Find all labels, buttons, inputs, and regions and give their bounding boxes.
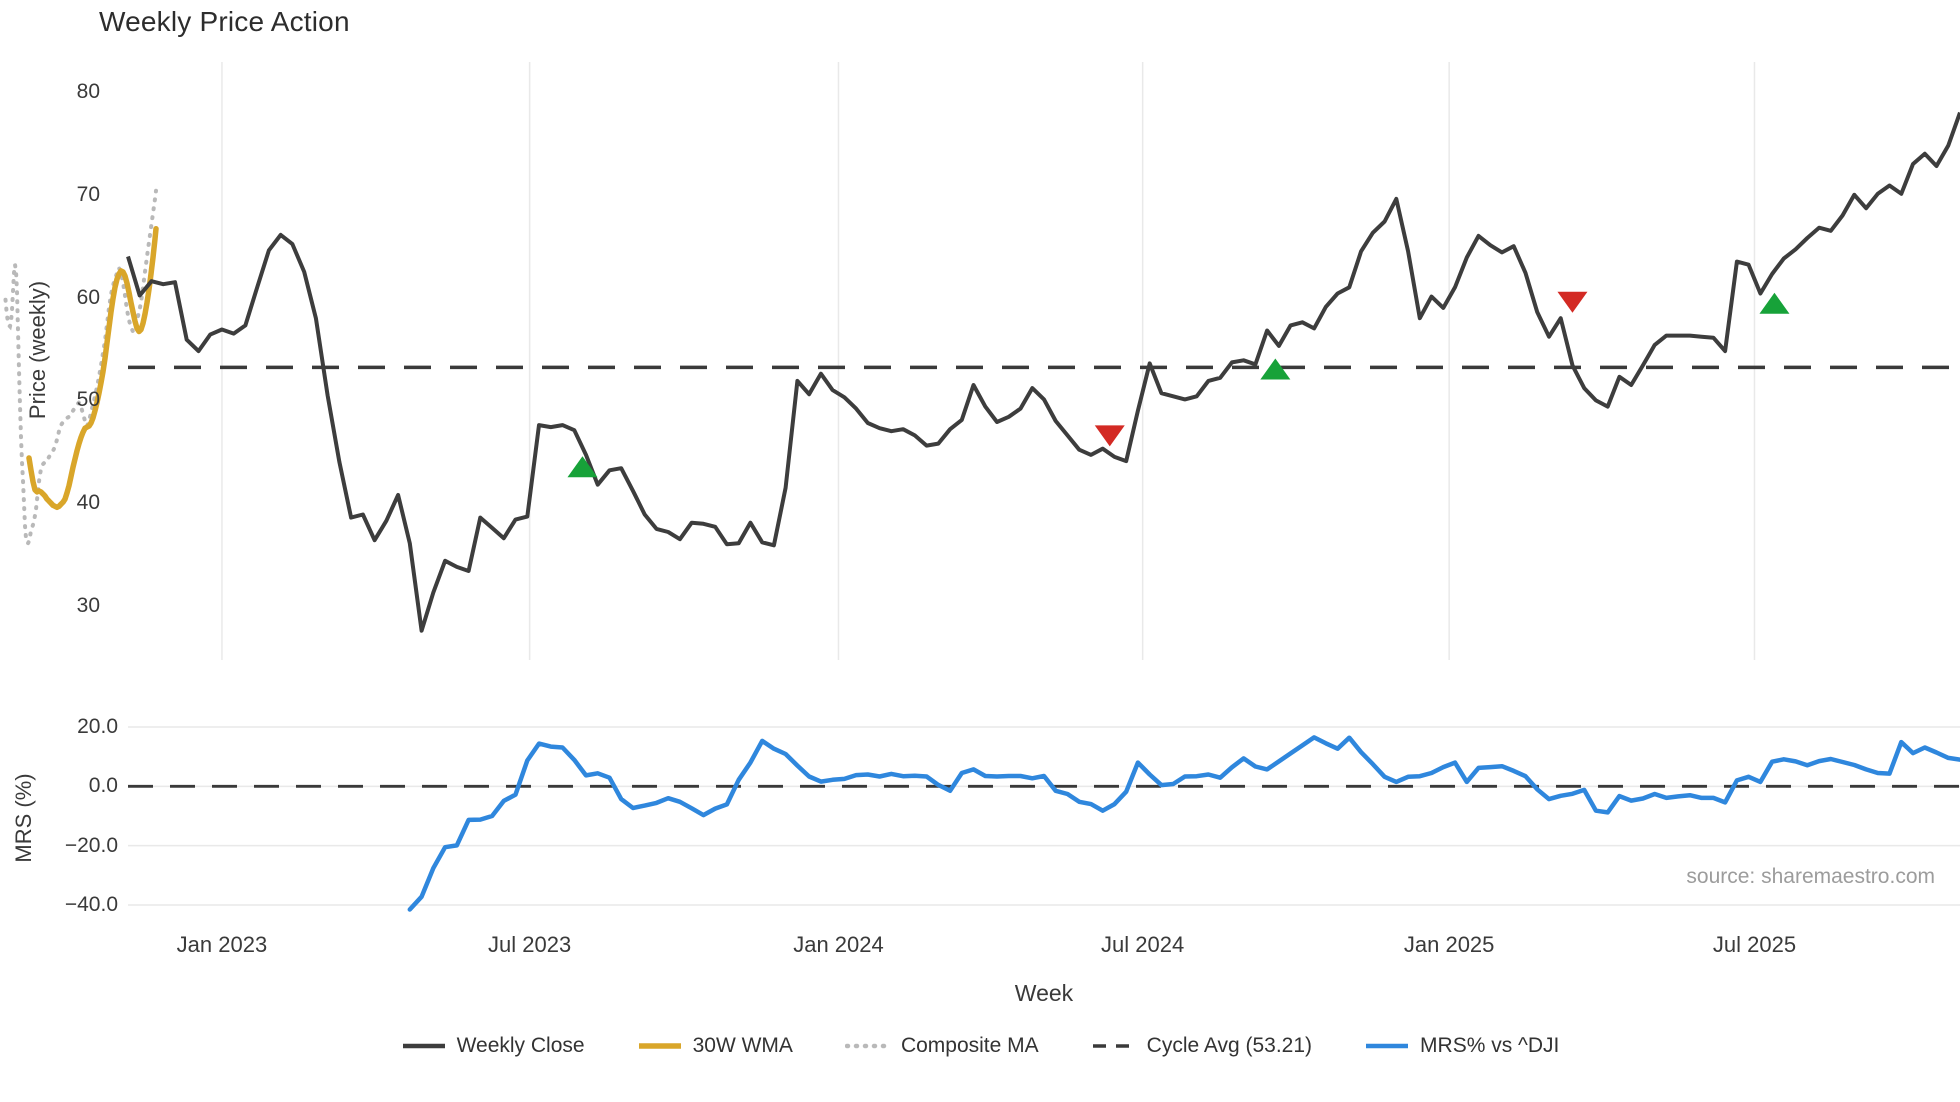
xtick-jul-2024: Jul 2024 <box>1101 932 1185 957</box>
wma-line-swatch-icon <box>638 1043 681 1049</box>
mrs-axis-label: MRS (%) <box>11 773 36 863</box>
legend-label: Weekly Close <box>456 1034 585 1057</box>
xtick-jul-2023: Jul 2023 <box>488 932 572 957</box>
mrs-ytick-neg20: −20.0 <box>64 833 118 857</box>
price-ytick-80: 80 <box>76 80 100 103</box>
cycle-avg-dashed-swatch-icon <box>1092 1044 1135 1048</box>
mrs-ytick-neg40: −40.0 <box>64 893 118 916</box>
legend: Weekly Close 30W WMA Composite MA Cycle … <box>0 1034 1960 1058</box>
composite-ma-dotted-swatch-icon <box>844 1043 891 1049</box>
legend-label: Cycle Avg (53.21) <box>1146 1034 1313 1057</box>
weekly-close-line-swatch-icon <box>402 1043 445 1049</box>
xtick-jan-2023: Jan 2023 <box>176 932 268 957</box>
price-ytick-60: 60 <box>76 285 100 309</box>
legend-item-weekly-close[interactable]: Weekly Close <box>401 1034 585 1058</box>
price-ytick-50: 50 <box>76 388 100 412</box>
x-axis-label: Week <box>1014 980 1074 1006</box>
legend-item-mrs-vs-dji[interactable]: MRS% vs ^DJI <box>1364 1034 1559 1058</box>
xtick-jan-2024: Jan 2024 <box>793 932 884 957</box>
chart-title: Weekly Price Action <box>99 6 350 37</box>
mrs-ytick-0: 0.0 <box>88 774 118 798</box>
legend-item-30w-wma[interactable]: 30W WMA <box>637 1034 793 1058</box>
legend-label: Composite MA <box>900 1034 1039 1057</box>
source-attribution: source: sharemaestro.com <box>1686 865 1935 888</box>
mrs-line-swatch-icon <box>1366 1043 1409 1049</box>
mrs-ytick-20: 20.0 <box>77 715 118 738</box>
price-ytick-40: 40 <box>76 491 100 515</box>
xtick-jul-2025: Jul 2025 <box>1712 932 1797 957</box>
price-ytick-30: 30 <box>76 594 100 617</box>
legend-item-composite-ma[interactable]: Composite MA <box>844 1034 1039 1058</box>
legend-label: MRS% vs ^DJI <box>1420 1034 1560 1057</box>
legend-item-cycle-avg[interactable]: Cycle Avg (53.21) <box>1091 1034 1312 1058</box>
xtick-jan-2025: Jan 2025 <box>1403 932 1495 957</box>
price-ytick-70: 70 <box>76 182 100 206</box>
legend-label: 30W WMA <box>692 1034 793 1057</box>
